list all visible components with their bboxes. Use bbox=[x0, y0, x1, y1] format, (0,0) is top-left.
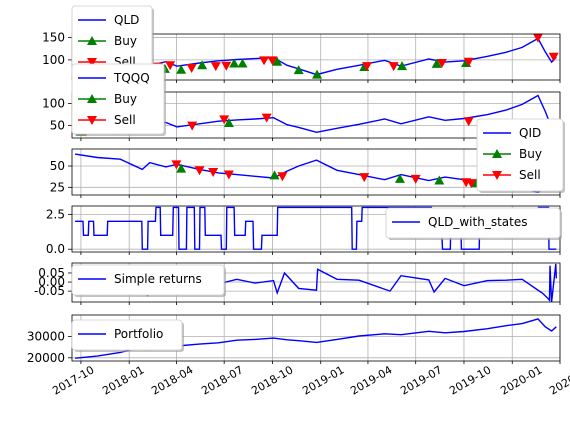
shared-x-axis: 2017-10 2018-01 2018-04 2018-07 2018-10 … bbox=[50, 363, 570, 397]
y-tick-label: 100 bbox=[42, 53, 65, 67]
legend-label: Portfolio bbox=[114, 327, 163, 341]
y-tick-label: 0.00 bbox=[38, 275, 65, 289]
series-line bbox=[75, 206, 557, 250]
sell-marker bbox=[463, 57, 474, 67]
legend-label: QID bbox=[519, 126, 541, 140]
sell-marker bbox=[219, 115, 230, 125]
sell-marker bbox=[463, 117, 474, 127]
x-tick-label: 2020-04 bbox=[547, 363, 570, 397]
y-tick-label: 0.0 bbox=[46, 242, 65, 256]
x-tick-label: 2019-01 bbox=[300, 363, 346, 397]
legend-box bbox=[71, 264, 225, 296]
sell-marker bbox=[548, 52, 559, 62]
sell-marker bbox=[361, 62, 372, 72]
sell-marker bbox=[388, 62, 399, 72]
legend-box bbox=[385, 207, 561, 239]
legend: QLD_with_states bbox=[385, 207, 562, 240]
sell-marker bbox=[165, 61, 176, 71]
buy-marker bbox=[293, 65, 304, 75]
legend-buy-marker bbox=[87, 36, 97, 45]
legend-label: Buy bbox=[114, 34, 137, 48]
portfolio-panel: 20000 30000 bbox=[27, 314, 561, 365]
y-tick-label: 50 bbox=[50, 119, 65, 133]
buy-marker bbox=[269, 170, 280, 180]
buy-marker bbox=[197, 60, 208, 70]
legend-sell-marker bbox=[87, 116, 97, 125]
legend-label: Simple returns bbox=[114, 272, 202, 286]
sell-marker bbox=[359, 173, 370, 183]
x-tick-label: 2018-04 bbox=[149, 363, 195, 397]
legend-sell-marker bbox=[87, 58, 97, 67]
sell-marker bbox=[171, 160, 182, 170]
y-tick-label: 20000 bbox=[27, 351, 65, 365]
x-tick-label: 2019-07 bbox=[398, 363, 444, 397]
legend-sell-marker bbox=[492, 171, 502, 180]
sell-marker bbox=[208, 168, 219, 177]
legend: Portfolio bbox=[71, 319, 184, 352]
sell-marker bbox=[194, 166, 205, 176]
buy-marker bbox=[176, 163, 187, 173]
legend-buy-marker bbox=[87, 94, 97, 103]
x-tick-label: 2018-10 bbox=[249, 363, 295, 397]
legend-label: Sell bbox=[519, 168, 541, 182]
legend-label: Sell bbox=[114, 113, 136, 127]
y-tick-label: 100 bbox=[42, 97, 65, 111]
buy-marker bbox=[434, 175, 445, 185]
y-tick-label: 150 bbox=[42, 31, 65, 45]
sell-marker bbox=[223, 170, 234, 180]
y-tick-label: 30000 bbox=[27, 329, 65, 343]
x-tick-label: 2018-07 bbox=[199, 363, 245, 397]
buy-marker bbox=[397, 61, 408, 71]
y-tick-label: 2.5 bbox=[46, 207, 65, 221]
subplots: 100 150 QLD Buy Sell 50 100 TQQQ Buy Sell 25 50 QID B… bbox=[27, 5, 565, 365]
legend-label: Buy bbox=[519, 147, 542, 161]
buy-marker bbox=[272, 56, 283, 66]
sell-marker bbox=[267, 56, 278, 66]
legend: QID Buy Sell bbox=[476, 118, 565, 193]
buy-marker bbox=[431, 58, 442, 68]
legend: Simple returns bbox=[71, 264, 226, 297]
sell-marker bbox=[436, 59, 447, 69]
buy-marker bbox=[237, 58, 248, 68]
sell-marker bbox=[221, 61, 232, 71]
sell-marker bbox=[466, 179, 477, 189]
legend-label: QLD_with_states bbox=[428, 215, 527, 229]
buy-marker bbox=[176, 64, 187, 74]
legend-label: Buy bbox=[114, 92, 137, 106]
x-tick-label: 2018-01 bbox=[100, 363, 146, 397]
sell-marker bbox=[410, 174, 421, 184]
y-tick-label: 0.05 bbox=[38, 266, 65, 280]
y-tick-label: -0.05 bbox=[34, 284, 65, 298]
sell-marker bbox=[187, 121, 198, 131]
sell-marker bbox=[261, 113, 272, 123]
x-tick-label: 2020-01 bbox=[498, 363, 544, 397]
legend: TQQQ Buy Sell bbox=[71, 63, 166, 136]
x-tick-label: 2019-10 bbox=[447, 363, 493, 397]
legend-label: TQQQ bbox=[113, 71, 150, 85]
y-tick-label: 25 bbox=[50, 180, 65, 194]
buy-marker bbox=[312, 69, 323, 79]
sell-marker bbox=[259, 56, 270, 66]
x-tick-label: 2017-10 bbox=[50, 363, 96, 397]
legend-buy-marker bbox=[492, 149, 502, 158]
buy-marker bbox=[394, 173, 405, 183]
sell-marker bbox=[186, 63, 197, 73]
x-tick-label: 2019-04 bbox=[348, 363, 394, 397]
sell-marker bbox=[532, 33, 543, 43]
sell-marker bbox=[277, 172, 288, 182]
sell-marker bbox=[210, 62, 221, 72]
legend-box bbox=[71, 319, 183, 351]
legend-label: QLD bbox=[114, 13, 139, 27]
buy-marker bbox=[229, 58, 240, 68]
buy-marker bbox=[223, 117, 234, 127]
y-tick-label: 50 bbox=[50, 159, 65, 173]
